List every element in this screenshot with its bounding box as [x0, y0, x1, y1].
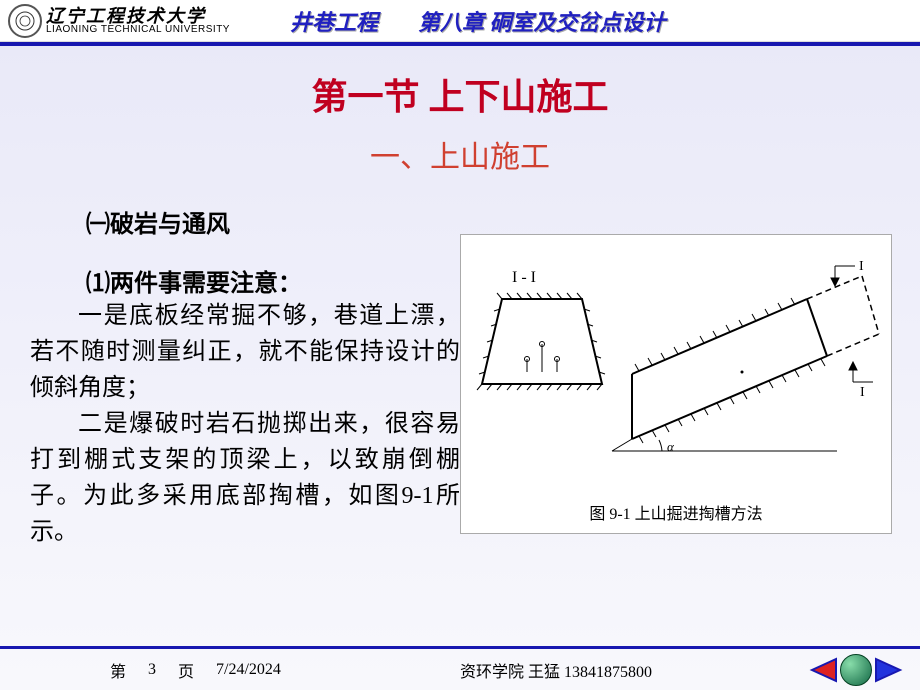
course-title: 井巷工程: [290, 5, 378, 37]
figure-box: I - I: [460, 234, 892, 534]
content-area: 第一节 上下山施工 一、上山施工 ㈠破岩与通风 ⑴两件事需要注意： 一是底板经常…: [0, 46, 920, 550]
page-suffix: 页: [178, 658, 194, 682]
figure-label-section: I - I: [512, 269, 536, 286]
paragraph-1: 一是底板经常掘不够，巷道上漂，若不随时测量纠正，就不能保持设计的倾斜角度；: [30, 298, 460, 406]
figure-diagram: I - I: [467, 244, 885, 494]
heading-level-b: ⑴两件事需要注意：: [86, 263, 460, 298]
footer-date: 7/24/2024: [216, 661, 281, 679]
footer-author: 资环学院 王猛 13841875800: [460, 658, 652, 682]
figure-caption: 图 9-1 上山掘进掏槽方法: [589, 500, 762, 524]
figure-label-alpha: α: [667, 439, 675, 454]
prev-arrow-icon[interactable]: [808, 657, 838, 683]
university-logo-icon: [8, 4, 42, 38]
section-title: 第一节 上下山施工: [30, 68, 890, 120]
logo-area: 辽宁工程技术大学 LIAONING TECHNICAL UNIVERSITY: [8, 4, 230, 38]
university-name-en: LIAONING TECHNICAL UNIVERSITY: [46, 25, 230, 35]
paragraph-2: 二是爆破时岩石抛掷出来，很容易打到棚式支架的顶梁上，以致崩倒棚子。为此多采用底部…: [30, 406, 460, 550]
header-titles: 井巷工程 第八章 硐室及交岔点设计: [290, 5, 666, 37]
figure-label-i-bottom: I: [860, 385, 865, 400]
university-name-cn: 辽宁工程技术大学: [46, 7, 230, 25]
next-arrow-icon[interactable]: [874, 657, 904, 683]
globe-icon[interactable]: [840, 654, 872, 686]
figure-label-i-top: I: [859, 259, 864, 274]
page-number: 3: [148, 661, 156, 679]
nav-buttons: [808, 654, 904, 686]
header-bar: 辽宁工程技术大学 LIAONING TECHNICAL UNIVERSITY 井…: [0, 0, 920, 42]
page-prefix: 第: [110, 658, 126, 682]
chapter-title: 第八章 硐室及交岔点设计: [418, 5, 666, 37]
university-name: 辽宁工程技术大学 LIAONING TECHNICAL UNIVERSITY: [46, 7, 230, 35]
footer: 第 3 页 7/24/2024 资环学院 王猛 13841875800: [0, 646, 920, 690]
subsection-title: 一、上山施工: [30, 132, 890, 176]
footer-content: 第 3 页 7/24/2024 资环学院 王猛 13841875800: [0, 649, 920, 690]
paragraph-area: ⑴两件事需要注意： 一是底板经常掘不够，巷道上漂，若不随时测量纠正，就不能保持设…: [30, 263, 460, 550]
